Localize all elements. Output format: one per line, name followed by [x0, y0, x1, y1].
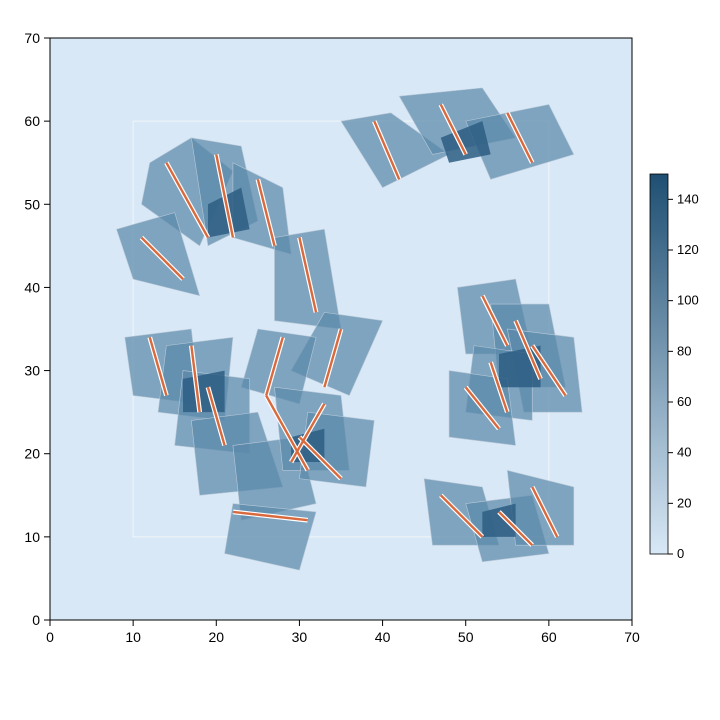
colorbar-tick-label: 20: [677, 495, 691, 510]
spatial-chart: 0 10 20 30 40 50 60 70 0 10 20 30 40 50 60 70 0 20 40 60 80 1…: [0, 0, 720, 720]
y-tick-label: 40: [24, 279, 40, 295]
x-tick-label: 60: [541, 629, 557, 645]
x-tick-label: 70: [624, 629, 640, 645]
x-tick-label: 10: [125, 629, 141, 645]
y-tick-label: 50: [24, 196, 40, 212]
colorbar-tick-label: 0: [677, 546, 684, 561]
y-tick-label: 30: [24, 363, 40, 379]
colorbar-tick-label: 80: [677, 343, 691, 358]
x-tick-label: 40: [375, 629, 391, 645]
colorbar-tick-label: 120: [677, 242, 699, 257]
x-tick-label: 30: [292, 629, 308, 645]
colorbar-tick-label: 40: [677, 445, 691, 460]
y-tick-label: 60: [24, 113, 40, 129]
x-tick-label: 0: [46, 629, 54, 645]
x-tick-label: 20: [208, 629, 224, 645]
y-tick-label: 70: [24, 30, 40, 46]
x-tick-label: 50: [458, 629, 474, 645]
colorbar: [650, 174, 668, 554]
chart-svg: 0 10 20 30 40 50 60 70 0 10 20 30 40 50 60 70 0 20 40 60 80 1…: [0, 0, 720, 720]
colorbar-tick-label: 140: [677, 191, 699, 206]
y-tick-label: 10: [24, 529, 40, 545]
colorbar-tick-label: 60: [677, 394, 691, 409]
y-tick-label: 0: [32, 612, 40, 628]
colorbar-tick-label: 100: [677, 293, 699, 308]
y-tick-label: 20: [24, 446, 40, 462]
